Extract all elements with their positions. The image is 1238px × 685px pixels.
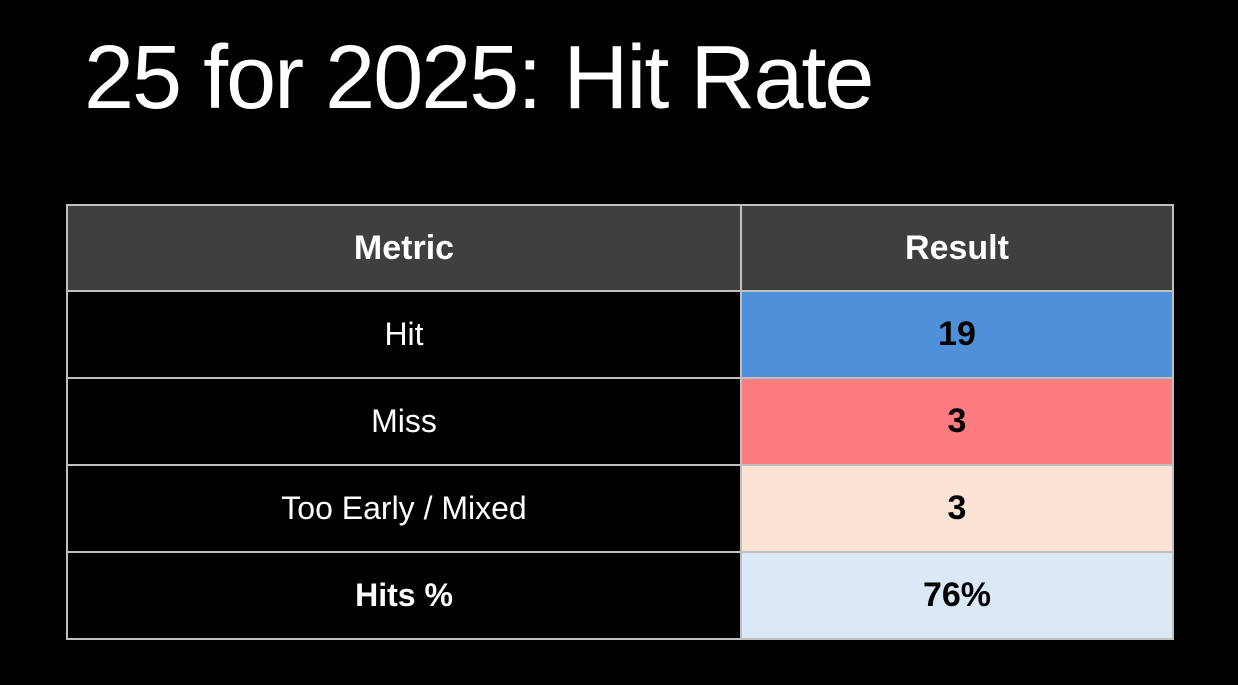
result-cell-hit: 19: [740, 290, 1174, 379]
table-row-hit: Hit 19: [66, 290, 1174, 379]
header-cell-result: Result: [740, 204, 1174, 292]
table-row-miss: Miss 3: [66, 377, 1174, 466]
metric-cell-miss: Miss: [66, 377, 742, 466]
table-row-hits-percent: Hits % 76%: [66, 551, 1174, 640]
result-cell-too-early-mixed: 3: [740, 464, 1174, 553]
metric-cell-hits-percent: Hits %: [66, 551, 742, 640]
metric-cell-too-early-mixed: Too Early / Mixed: [66, 464, 742, 553]
result-cell-hits-percent: 76%: [740, 551, 1174, 640]
slide-title: 25 for 2025: Hit Rate: [84, 28, 874, 128]
table-header-row: Metric Result: [66, 204, 1174, 292]
hit-rate-table: Metric Result Hit 19 Miss 3 Too Early / …: [66, 204, 1174, 640]
result-cell-miss: 3: [740, 377, 1174, 466]
header-cell-metric: Metric: [66, 204, 742, 292]
metric-cell-hit: Hit: [66, 290, 742, 379]
table-row-too-early-mixed: Too Early / Mixed 3: [66, 464, 1174, 553]
